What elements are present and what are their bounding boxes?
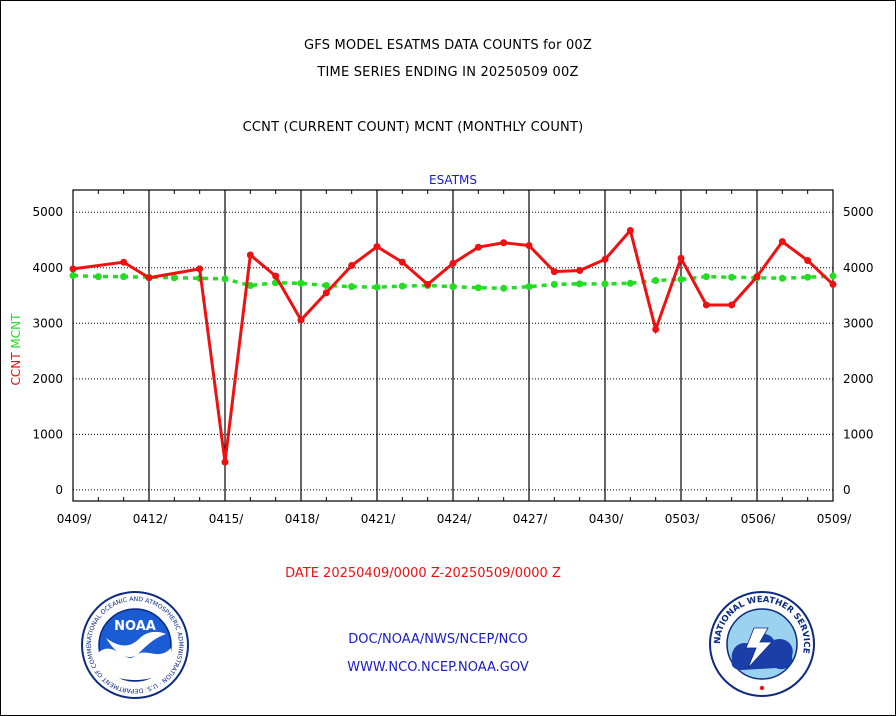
footer-url: WWW.NCO.NCEP.NOAA.GOV xyxy=(347,660,529,675)
point-ccnt xyxy=(145,274,153,282)
point-mcnt xyxy=(626,279,634,287)
x-tick-label: 0418/ xyxy=(285,512,321,526)
chart-subtitle: CCNT (CURRENT COUNT) MCNT (MONTHLY COUNT… xyxy=(242,120,584,135)
y-tick-label-left: 2000 xyxy=(32,372,63,386)
point-ccnt xyxy=(398,258,406,266)
nws-logo: NATIONAL WEATHER SERVICE xyxy=(709,591,815,697)
point-mcnt xyxy=(728,273,736,281)
point-ccnt xyxy=(702,301,710,309)
point-ccnt xyxy=(576,267,584,275)
point-mcnt xyxy=(69,272,77,280)
point-mcnt xyxy=(500,284,508,292)
point-ccnt xyxy=(500,239,508,247)
point-ccnt xyxy=(652,325,660,333)
x-tick-label: 0412/ xyxy=(133,512,169,526)
point-mcnt xyxy=(601,280,609,288)
point-ccnt xyxy=(677,254,685,262)
point-ccnt xyxy=(525,242,533,250)
y-tick-label-right: 1000 xyxy=(843,427,874,441)
x-tick-label: 0409/ xyxy=(57,512,93,526)
point-ccnt xyxy=(69,265,77,273)
y-tick-label-left: 4000 xyxy=(32,261,63,275)
y-tick-label-right: 0 xyxy=(843,483,851,497)
point-mcnt xyxy=(221,275,229,283)
point-ccnt xyxy=(474,243,482,251)
point-ccnt xyxy=(449,259,457,267)
point-mcnt xyxy=(702,273,710,281)
point-mcnt xyxy=(804,273,812,281)
point-mcnt xyxy=(550,280,558,288)
point-mcnt xyxy=(677,275,685,283)
point-mcnt xyxy=(778,274,786,282)
point-ccnt xyxy=(196,265,204,273)
point-ccnt xyxy=(120,258,128,266)
point-ccnt xyxy=(753,273,761,281)
point-mcnt xyxy=(297,279,305,287)
x-tick-label: 0421/ xyxy=(361,512,397,526)
y-axis-label-mcnt: MCNT xyxy=(9,313,23,353)
y-tick-label-right: 5000 xyxy=(843,205,874,219)
x-tick-label: 0503/ xyxy=(665,512,701,526)
point-ccnt xyxy=(804,257,812,265)
svg-text:NOAA: NOAA xyxy=(114,619,156,634)
point-ccnt xyxy=(601,255,609,263)
y-axis-label-ccnt: CCNT xyxy=(9,352,23,386)
point-ccnt xyxy=(322,289,330,297)
point-ccnt xyxy=(272,272,280,280)
point-ccnt xyxy=(626,227,634,235)
point-ccnt xyxy=(348,262,356,270)
point-mcnt xyxy=(398,282,406,290)
point-mcnt xyxy=(525,283,533,291)
point-mcnt xyxy=(474,284,482,292)
point-mcnt xyxy=(373,283,381,291)
x-tick-label: 0509/ xyxy=(817,512,853,526)
chart-title-line2: TIME SERIES ENDING IN 20250509 00Z xyxy=(317,65,579,80)
point-ccnt xyxy=(829,280,837,288)
point-mcnt xyxy=(246,282,254,290)
point-mcnt xyxy=(829,272,837,280)
y-tick-label-right: 2000 xyxy=(843,372,874,386)
y-tick-label-left: 1000 xyxy=(32,427,63,441)
point-ccnt xyxy=(297,316,305,324)
point-mcnt xyxy=(449,283,457,291)
point-ccnt xyxy=(728,301,736,309)
point-mcnt xyxy=(322,282,330,290)
y-tick-label-left: 5000 xyxy=(32,205,63,219)
point-ccnt xyxy=(373,243,381,251)
point-ccnt xyxy=(246,251,254,259)
noaa-logo: NOAA NATIONAL OCEANIC AND ATMOSPHERIC AD… xyxy=(80,590,189,699)
point-mcnt xyxy=(652,277,660,285)
point-ccnt xyxy=(550,268,558,276)
x-tick-label: 0415/ xyxy=(209,512,245,526)
y-tick-label-left: 3000 xyxy=(32,316,63,330)
chart-title-line1: GFS MODEL ESATMS DATA COUNTS for 00Z xyxy=(303,38,593,53)
point-ccnt xyxy=(221,458,229,466)
point-mcnt xyxy=(94,273,102,281)
x-tick-label: 0424/ xyxy=(437,512,473,526)
point-mcnt xyxy=(120,273,128,281)
plot-title: ESATMS xyxy=(429,173,477,187)
point-mcnt xyxy=(170,274,178,282)
point-ccnt xyxy=(424,280,432,288)
y-tick-label-right: 3000 xyxy=(843,316,874,330)
point-mcnt xyxy=(576,280,584,288)
footer-agency: DOC/NOAA/NWS/NCEP/NCO xyxy=(348,632,528,647)
x-tick-label: 0430/ xyxy=(589,512,625,526)
y-axis-label: CCNT MCNT xyxy=(9,313,23,386)
y-tick-label-left: 0 xyxy=(55,483,63,497)
y-tick-label-right: 4000 xyxy=(843,261,874,275)
x-tick-label: 0506/ xyxy=(741,512,777,526)
date-range-label: DATE 20250409/0000 Z-20250509/0000 Z xyxy=(285,566,561,581)
point-ccnt xyxy=(778,238,786,246)
point-mcnt xyxy=(348,283,356,291)
x-tick-label: 0427/ xyxy=(513,512,549,526)
